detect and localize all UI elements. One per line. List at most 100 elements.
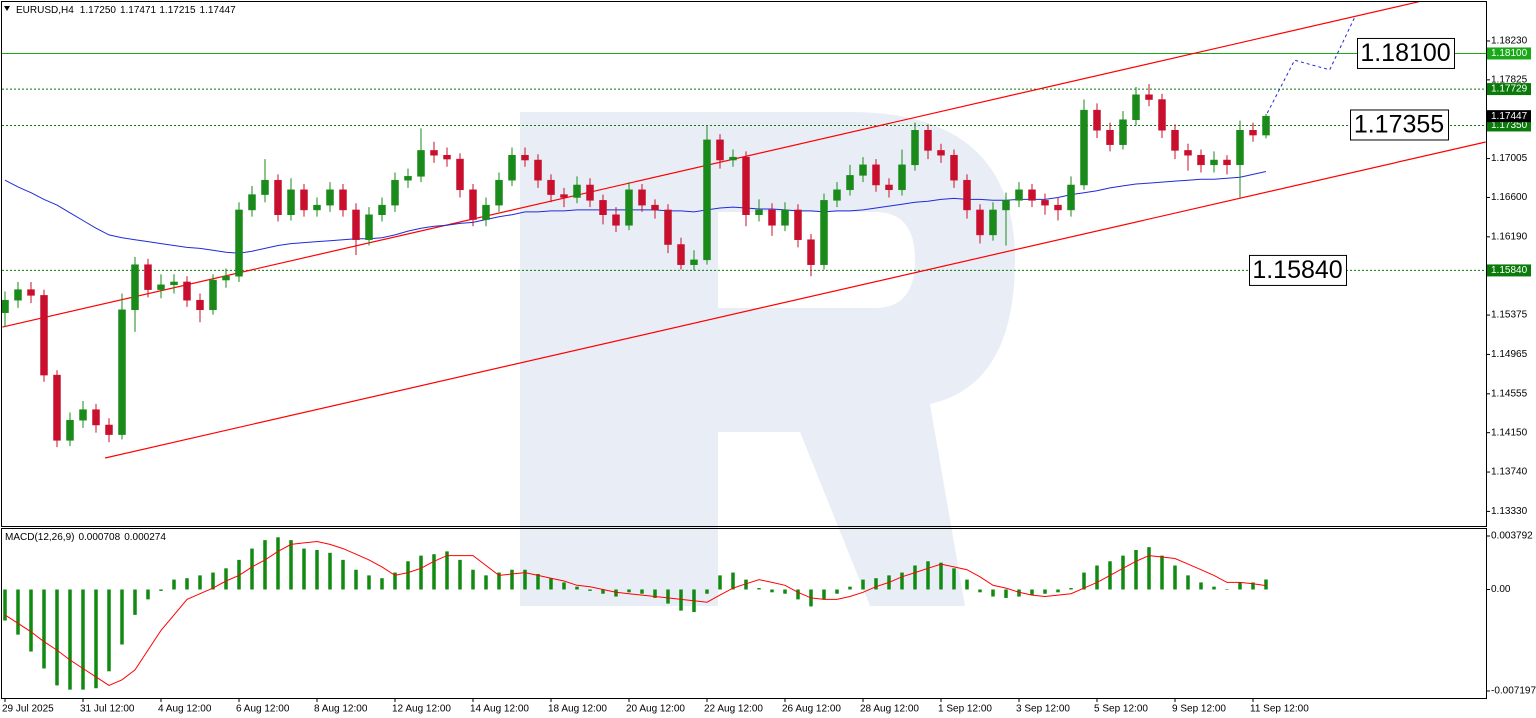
candle-body xyxy=(53,374,61,441)
macd-bar xyxy=(289,540,293,590)
candle-body xyxy=(40,295,48,376)
candle-body xyxy=(482,204,490,220)
macd-bar xyxy=(770,589,774,593)
y-tick-label: 1.14150 xyxy=(1491,427,1528,438)
macd-bar xyxy=(302,548,306,590)
macd-bar xyxy=(185,578,189,590)
y-tick-label: 1.17825 xyxy=(1491,75,1528,86)
channel-line xyxy=(104,141,1486,459)
macd-bar xyxy=(406,561,410,590)
candle-body xyxy=(1210,159,1218,166)
candle-body xyxy=(1028,189,1036,201)
candle-body xyxy=(144,264,152,290)
menu-arrow[interactable] xyxy=(4,6,10,11)
candle-body xyxy=(235,209,243,277)
macd-bar xyxy=(1134,549,1138,590)
x-tick-label: 18 Aug 12:00 xyxy=(548,704,607,715)
candle-body xyxy=(1236,130,1244,166)
macd-bar xyxy=(627,589,631,593)
candle-body xyxy=(781,209,789,226)
candle-body xyxy=(872,164,880,186)
candle-body xyxy=(638,189,646,206)
candle-body xyxy=(573,184,581,198)
macd-bar xyxy=(1173,565,1177,590)
macd-bar xyxy=(159,589,163,591)
x-tick-label: 1 Sep 12:00 xyxy=(938,704,992,715)
price-tag-label: 1.17729 xyxy=(1491,84,1528,95)
macd-bar xyxy=(991,589,995,597)
candle-body xyxy=(378,204,386,215)
candle-body xyxy=(326,189,334,206)
macd-bar xyxy=(1030,589,1034,596)
macd-bar xyxy=(1225,589,1229,590)
low-value: 1.17215 xyxy=(159,5,196,16)
price-tag xyxy=(1487,83,1531,96)
candle-body xyxy=(625,189,633,226)
candle-body xyxy=(261,179,269,195)
x-tick-label: 14 Aug 12:00 xyxy=(470,704,529,715)
y-tick-label: 0.00 xyxy=(1491,584,1511,595)
candle-body xyxy=(729,156,737,161)
x-tick-label: 31 Jul 12:00 xyxy=(80,704,135,715)
candle-body xyxy=(365,214,373,240)
candle-body xyxy=(274,179,282,215)
candle-body xyxy=(170,281,178,286)
macd-plot xyxy=(3,537,1268,690)
candle-body xyxy=(79,409,87,421)
y-tick-label: 1.18230 xyxy=(1491,36,1528,47)
candle-body xyxy=(703,139,711,261)
candle-body xyxy=(820,200,828,265)
macd-bar xyxy=(315,549,319,590)
candle-body xyxy=(352,209,360,240)
candle-body xyxy=(508,154,516,181)
macd-bar xyxy=(575,586,579,590)
macd-bar xyxy=(1043,589,1047,594)
candle-body xyxy=(391,179,399,206)
candle-body xyxy=(1054,204,1062,211)
macd-bar xyxy=(666,589,670,604)
macd-bar xyxy=(354,569,358,590)
candle-body xyxy=(209,279,217,311)
x-tick-label: 12 Aug 12:00 xyxy=(392,704,451,715)
x-tick-label: 29 Jul 2025 xyxy=(2,704,54,715)
price-tag-label: 1.18100 xyxy=(1491,48,1528,59)
candle-body xyxy=(794,209,802,240)
candle-body xyxy=(1223,159,1231,166)
price-tag-label: 1.15840 xyxy=(1491,265,1528,276)
moving-average xyxy=(4,171,1267,254)
candle-body xyxy=(339,189,347,211)
macd-bar xyxy=(198,575,202,590)
price-tag xyxy=(1487,119,1531,132)
y-tick-label: 1.17005 xyxy=(1491,153,1528,164)
macd-bar xyxy=(263,540,267,590)
candle-body xyxy=(157,284,165,290)
macd-bar xyxy=(1082,572,1086,590)
candle-body xyxy=(586,184,594,201)
macd-bar xyxy=(679,589,683,611)
candle-body xyxy=(1184,150,1192,156)
x-tick-label: 26 Aug 12:00 xyxy=(782,704,841,715)
macd-bar xyxy=(1160,555,1164,590)
x-tick-label: 4 Aug 12:00 xyxy=(158,704,212,715)
callout-label: 1.18100 xyxy=(1360,39,1450,67)
candle-body xyxy=(924,130,932,151)
macd-bar xyxy=(1056,589,1060,593)
candle-body xyxy=(404,176,412,181)
candle-body xyxy=(1197,154,1205,166)
macd-bar xyxy=(120,589,124,645)
candle-body xyxy=(196,299,204,311)
candle-body xyxy=(222,275,230,281)
macd-bar xyxy=(939,562,943,590)
y-tick-label: 1.16190 xyxy=(1491,231,1528,242)
candle-body xyxy=(1119,119,1127,145)
macd-bar xyxy=(250,548,254,590)
macd-bar xyxy=(822,589,826,600)
candle-body xyxy=(963,179,971,211)
macd-bar xyxy=(900,572,904,590)
macd-bar xyxy=(497,572,501,590)
macd-bar xyxy=(432,554,436,590)
candle-body xyxy=(183,281,191,301)
macd-bar xyxy=(965,579,969,590)
macd-bar xyxy=(1069,588,1073,590)
candle-body xyxy=(846,175,854,191)
